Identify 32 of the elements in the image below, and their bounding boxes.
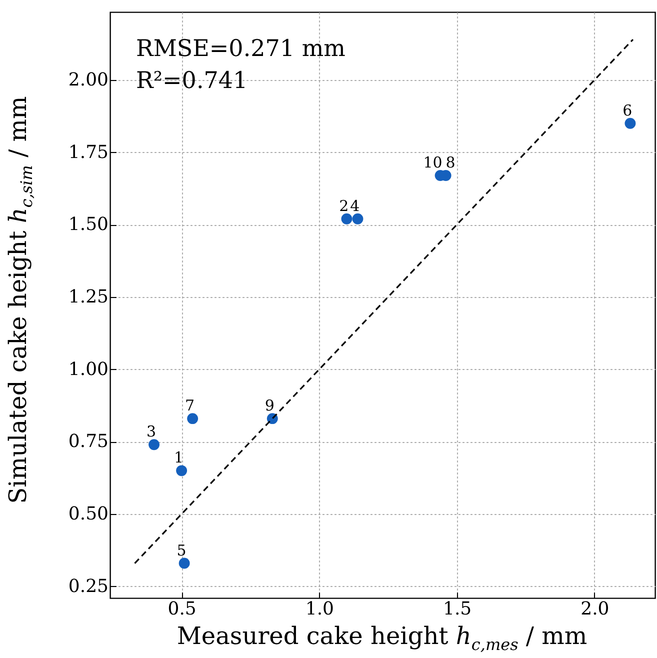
annotation: RMSE=0.271 mm <box>136 36 346 62</box>
x-tick-label: 1.0 <box>305 598 334 620</box>
y-tick-label: 1.00 <box>68 358 108 380</box>
y-tick-label: 2.00 <box>68 70 108 91</box>
x-tick-label: 0.5 <box>168 598 196 620</box>
x-tick-label: 1.5 <box>443 598 472 620</box>
annotation: 10 <box>423 154 442 172</box>
point <box>148 439 160 450</box>
annotation: 9 <box>264 396 274 415</box>
point <box>341 213 352 224</box>
point <box>187 413 198 424</box>
y-tick-label: 1.75 <box>68 142 108 163</box>
point <box>176 465 188 476</box>
y-tick-label: 0.75 <box>68 431 108 452</box>
annotation: 2 <box>339 196 349 215</box>
y-tick-label: 0.25 <box>68 576 108 597</box>
annotation: 6 <box>622 101 632 120</box>
point <box>624 118 636 129</box>
annotation: 5 <box>176 541 186 560</box>
annotation: 7 <box>185 396 195 415</box>
annotation: 4 <box>350 196 360 215</box>
x-tick-label: 2.0 <box>580 598 610 620</box>
annotation: 1 <box>174 448 184 467</box>
y-tick-label: 0.50 <box>68 504 108 525</box>
point <box>352 213 364 224</box>
x-axis-title: Measured cake height h$_{c,mes}$ / mm <box>176 622 588 654</box>
point <box>178 558 190 569</box>
annotation: R²=0.741 <box>136 68 248 94</box>
annotation: 3 <box>146 422 156 441</box>
annotation: 8 <box>446 154 456 172</box>
y-tick-label: 1.50 <box>68 214 108 236</box>
y-tick-label: 1.25 <box>68 286 108 308</box>
